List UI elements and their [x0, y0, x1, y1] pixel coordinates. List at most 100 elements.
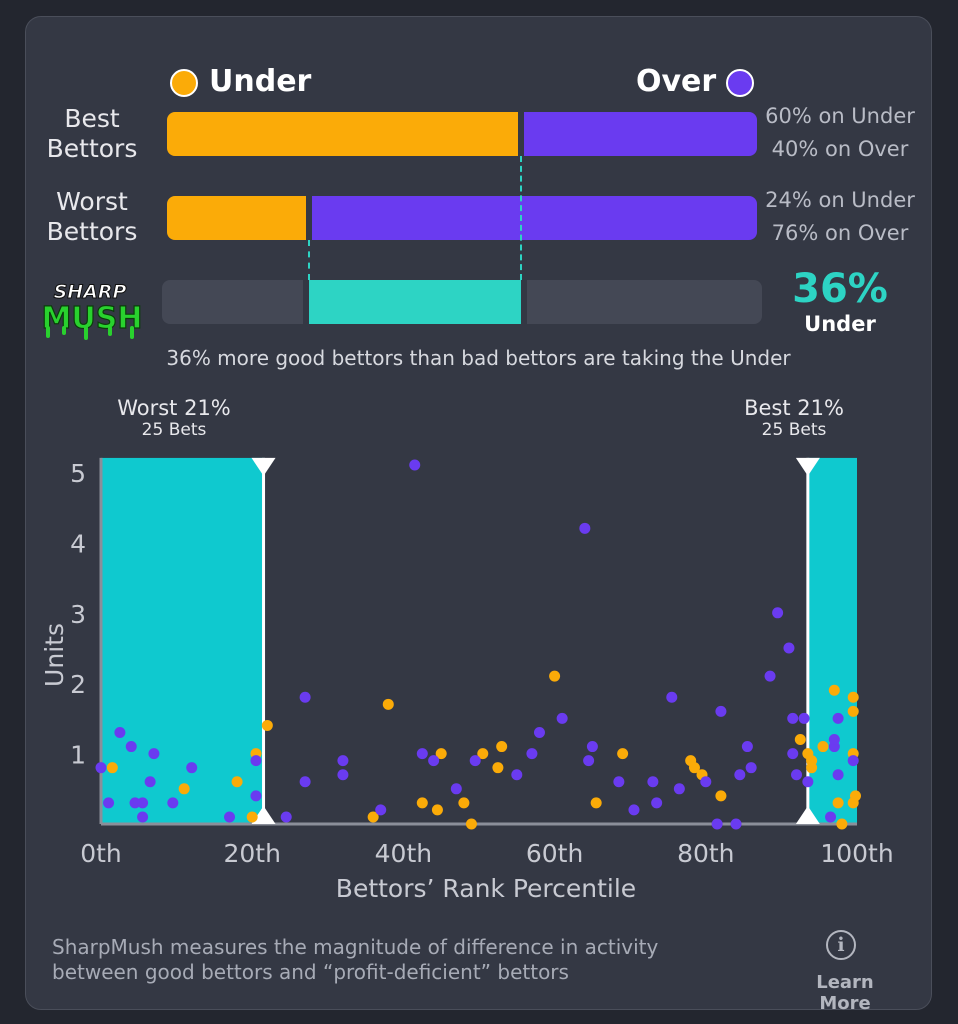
- under-point: [106, 762, 118, 774]
- over-point: [95, 762, 107, 774]
- worst-bettors-label-line2: Bettors: [46, 217, 138, 246]
- over-point: [416, 748, 428, 760]
- over-point: [533, 726, 545, 738]
- over-point: [114, 726, 126, 738]
- best-bettors-label-line2: Bettors: [46, 134, 138, 163]
- footer-description-line2: between good bettors and “profit-deficie…: [52, 960, 569, 984]
- over-point: [711, 818, 723, 830]
- best-pct-text: 60% on Under 40% on Over: [750, 100, 930, 166]
- worst-under-bar: [167, 196, 306, 240]
- under-point: [246, 811, 258, 823]
- over-point: [772, 607, 784, 619]
- over-point: [647, 776, 659, 788]
- learn-more-label: Learn More: [816, 972, 874, 1014]
- under-point: [492, 762, 504, 774]
- difference-bar: [308, 280, 521, 324]
- learn-more-button[interactable]: i Learn More: [788, 930, 902, 1014]
- under-point: [817, 741, 829, 753]
- y-tick-label: 2: [70, 670, 86, 699]
- best-bettors-label: Best Bettors: [27, 104, 157, 164]
- difference-side: Under: [804, 312, 876, 336]
- under-point: [431, 804, 443, 816]
- under-point: [688, 762, 700, 774]
- worst-zone-label: Worst 21% 25 Bets: [102, 396, 246, 440]
- over-point: [579, 522, 591, 534]
- worst-zone-count: 25 Bets: [141, 420, 207, 440]
- over-point: [469, 755, 481, 767]
- footer-description: SharpMush measures the magnitude of diff…: [52, 935, 772, 985]
- under-point: [382, 698, 394, 710]
- over-point: [715, 705, 727, 717]
- best-over-pct-text: 40% on Over: [771, 137, 909, 161]
- over-point: [250, 755, 262, 767]
- under-point: [617, 748, 629, 760]
- difference-value: 36%: [792, 266, 888, 312]
- best-split-connector: [520, 156, 522, 280]
- under-point: [231, 776, 243, 788]
- over-point: [299, 776, 311, 788]
- x-tick-label: 80th: [677, 839, 734, 868]
- over-point: [167, 797, 179, 809]
- under-point: [715, 790, 727, 802]
- under-legend-dot: [170, 69, 198, 97]
- worst-zone-shade: [101, 457, 264, 824]
- over-point: [224, 811, 236, 823]
- under-point: [847, 705, 859, 717]
- y-tick-label: 3: [70, 600, 86, 629]
- over-point: [613, 776, 625, 788]
- under-point: [806, 762, 818, 774]
- over-point: [700, 776, 712, 788]
- y-tick-label: 4: [70, 529, 86, 558]
- under-point: [178, 783, 190, 795]
- over-point: [730, 818, 742, 830]
- under-point: [477, 748, 489, 760]
- over-point: [673, 783, 685, 795]
- over-point: [137, 811, 149, 823]
- worst-boundary-top-marker: [251, 457, 276, 476]
- worst-under-pct-text: 24% on Under: [765, 188, 915, 212]
- over-point: [409, 459, 421, 471]
- over-point: [144, 776, 156, 788]
- under-point: [590, 797, 602, 809]
- over-point: [511, 769, 523, 781]
- under-point: [549, 670, 561, 682]
- x-tick-label: 20th: [223, 839, 280, 868]
- under-point: [261, 719, 273, 731]
- best-over-bar: [524, 112, 757, 156]
- best-zone-title: Best 21%: [744, 396, 844, 420]
- over-point: [186, 762, 198, 774]
- worst-bettors-label-line1: Worst: [56, 187, 128, 216]
- over-point: [847, 755, 859, 767]
- under-point: [794, 734, 806, 746]
- best-zone-count: 25 Bets: [761, 420, 827, 440]
- over-point: [129, 797, 141, 809]
- difference-caption: 36% more good bettors than bad bettors a…: [166, 346, 791, 370]
- logo-drip-icon: [46, 326, 134, 340]
- over-point: [651, 797, 663, 809]
- best-zone-label: Best 21% 25 Bets: [722, 396, 866, 440]
- over-point: [137, 797, 149, 809]
- over-point: [103, 797, 115, 809]
- over-point: [628, 804, 640, 816]
- under-point: [847, 691, 859, 703]
- over-point: [666, 691, 678, 703]
- over-point: [148, 748, 160, 760]
- worst-pct-text: 24% on Under 76% on Over: [750, 184, 930, 250]
- over-point: [280, 811, 292, 823]
- over-point: [299, 691, 311, 703]
- over-point: [583, 755, 595, 767]
- over-point: [791, 769, 803, 781]
- over-legend-label: Over: [636, 64, 717, 99]
- worst-over-bar: [311, 196, 757, 240]
- over-point: [783, 642, 795, 654]
- under-point: [458, 797, 470, 809]
- over-point: [450, 783, 462, 795]
- over-point: [250, 790, 262, 802]
- difference-gap: [302, 280, 309, 324]
- x-axis-title: Bettors’ Rank Percentile: [336, 874, 636, 903]
- sharpmush-logo: SHARP MUSH: [41, 281, 143, 340]
- best-under-pct-text: 60% on Under: [765, 104, 915, 128]
- under-point: [849, 790, 861, 802]
- under-point: [435, 748, 447, 760]
